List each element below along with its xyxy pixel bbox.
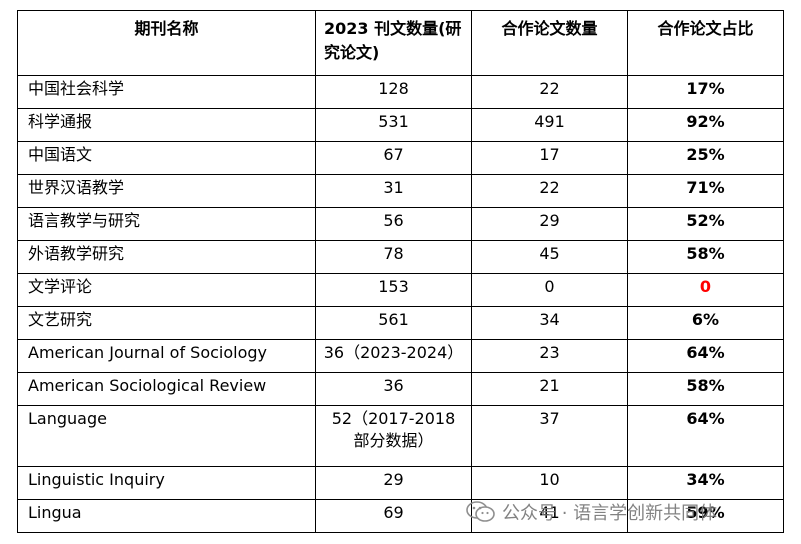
cell-count: 69 <box>315 499 472 533</box>
cell-journal: 文学评论 <box>17 273 316 307</box>
header-journal: 期刊名称 <box>17 10 316 76</box>
table-row: Linguistic Inquiry 29 10 34% <box>17 466 784 500</box>
cell-coop: 21 <box>471 372 628 406</box>
table-row: 文学评论 153 0 0 <box>17 273 784 307</box>
cell-ratio: 58% <box>627 240 784 274</box>
cell-coop: 41 <box>471 499 628 533</box>
cell-ratio: 58% <box>627 372 784 406</box>
cell-ratio: 92% <box>627 108 784 142</box>
cell-count: 52（2017-2018 部分数据） <box>315 405 472 467</box>
cell-ratio: 64% <box>627 339 784 373</box>
cell-coop: 22 <box>471 174 628 208</box>
cell-count: 36 <box>315 372 472 406</box>
cell-journal: Linguistic Inquiry <box>17 466 316 500</box>
cell-journal: American Sociological Review <box>17 372 316 406</box>
cell-journal: 中国社会科学 <box>17 75 316 109</box>
cell-journal: 语言教学与研究 <box>17 207 316 241</box>
table-row: American Journal of Sociology 36（2023-20… <box>17 339 784 373</box>
cell-coop: 29 <box>471 207 628 241</box>
cell-count: 128 <box>315 75 472 109</box>
cell-journal: Language <box>17 405 316 467</box>
header-count: 2023 刊文数量(研究论文) <box>315 10 472 76</box>
cell-count: 56 <box>315 207 472 241</box>
header-ratio: 合作论文占比 <box>627 10 784 76</box>
cell-coop: 17 <box>471 141 628 175</box>
table-row: 中国语文 67 17 25% <box>17 141 784 175</box>
table-row: 科学通报 531 491 92% <box>17 108 784 142</box>
cell-count: 29 <box>315 466 472 500</box>
table-row: Lingua 69 41 59% <box>17 499 784 533</box>
cell-ratio: 64% <box>627 405 784 467</box>
cell-count: 531 <box>315 108 472 142</box>
cell-count: 78 <box>315 240 472 274</box>
table-row: 外语教学研究 78 45 58% <box>17 240 784 274</box>
cell-journal: Lingua <box>17 499 316 533</box>
cell-ratio: 71% <box>627 174 784 208</box>
cell-coop: 0 <box>471 273 628 307</box>
cell-coop: 45 <box>471 240 628 274</box>
cell-journal: 文艺研究 <box>17 306 316 340</box>
table-row: Language 52（2017-2018 部分数据） 37 64% <box>17 405 784 467</box>
cell-journal: 外语教学研究 <box>17 240 316 274</box>
cell-count: 561 <box>315 306 472 340</box>
cell-coop: 491 <box>471 108 628 142</box>
cell-coop: 10 <box>471 466 628 500</box>
cell-ratio: 6% <box>627 306 784 340</box>
cell-journal: 科学通报 <box>17 108 316 142</box>
journal-table: 期刊名称 2023 刊文数量(研究论文) 合作论文数量 合作论文占比 中国社会科… <box>17 10 784 533</box>
header-coop: 合作论文数量 <box>471 10 628 76</box>
table-row: American Sociological Review 36 21 58% <box>17 372 784 406</box>
cell-ratio: 25% <box>627 141 784 175</box>
cell-journal: 中国语文 <box>17 141 316 175</box>
cell-journal: 世界汉语教学 <box>17 174 316 208</box>
cell-ratio: 34% <box>627 466 784 500</box>
header-row: 期刊名称 2023 刊文数量(研究论文) 合作论文数量 合作论文占比 <box>17 10 784 76</box>
cell-ratio-zero: 0 <box>627 273 784 307</box>
cell-ratio: 52% <box>627 207 784 241</box>
table-row: 世界汉语教学 31 22 71% <box>17 174 784 208</box>
cell-ratio: 17% <box>627 75 784 109</box>
cell-coop: 23 <box>471 339 628 373</box>
table-row: 文艺研究 561 34 6% <box>17 306 784 340</box>
cell-coop: 34 <box>471 306 628 340</box>
cell-ratio: 59% <box>627 499 784 533</box>
cell-coop: 37 <box>471 405 628 467</box>
table-row: 中国社会科学 128 22 17% <box>17 75 784 109</box>
cell-count: 67 <box>315 141 472 175</box>
cell-count: 153 <box>315 273 472 307</box>
cell-count: 36（2023-2024） <box>315 339 472 373</box>
cell-count: 31 <box>315 174 472 208</box>
cell-journal: American Journal of Sociology <box>17 339 316 373</box>
table-row: 语言教学与研究 56 29 52% <box>17 207 784 241</box>
cell-coop: 22 <box>471 75 628 109</box>
